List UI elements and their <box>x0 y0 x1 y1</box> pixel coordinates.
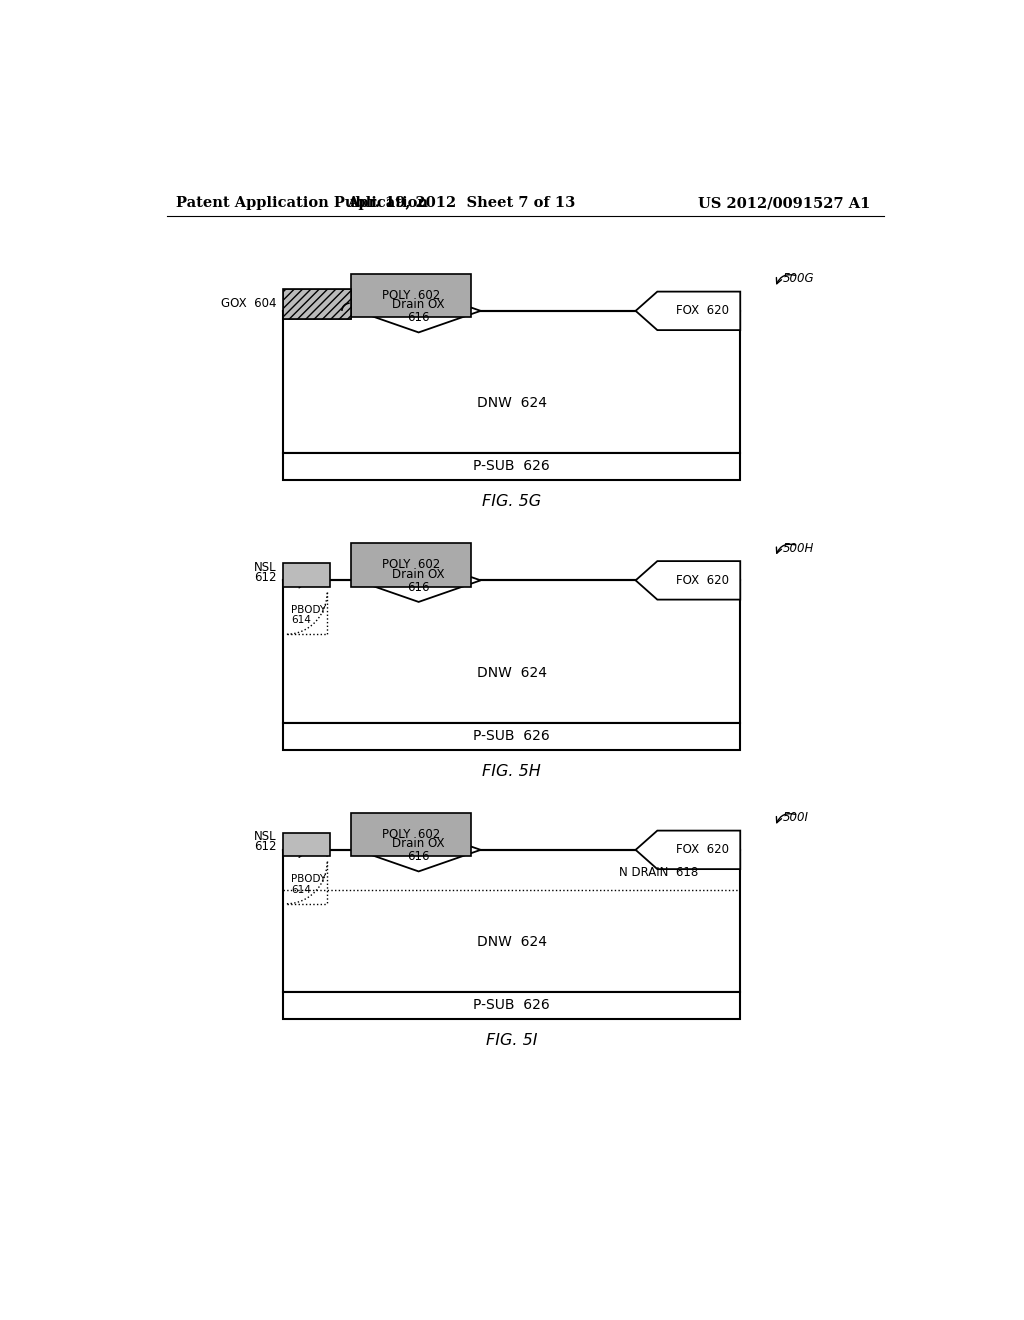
Bar <box>283 289 351 318</box>
Text: 500G: 500G <box>783 272 814 285</box>
Text: NSL: NSL <box>254 561 276 574</box>
Text: Patent Application Publication: Patent Application Publication <box>176 197 428 210</box>
Text: Apr. 19, 2012  Sheet 7 of 13: Apr. 19, 2012 Sheet 7 of 13 <box>347 197 575 210</box>
Text: 614: 614 <box>291 615 310 626</box>
Text: 612: 612 <box>254 570 276 583</box>
Text: Drain OX: Drain OX <box>392 837 444 850</box>
Polygon shape <box>356 558 480 602</box>
Text: Drain OX: Drain OX <box>392 568 444 581</box>
Text: 616: 616 <box>408 312 430 325</box>
Text: US 2012/0091527 A1: US 2012/0091527 A1 <box>698 197 870 210</box>
Text: DNW  624: DNW 624 <box>476 936 547 949</box>
Text: FIG. 5G: FIG. 5G <box>482 494 542 510</box>
Bar <box>283 850 740 993</box>
Text: FOX  620: FOX 620 <box>676 574 729 587</box>
Text: POLY  602: POLY 602 <box>382 828 440 841</box>
Bar <box>351 544 471 586</box>
Text: 614: 614 <box>291 884 310 895</box>
Text: 500I: 500I <box>783 810 809 824</box>
Bar <box>351 275 471 317</box>
Polygon shape <box>636 561 740 599</box>
Text: GOX  604: GOX 604 <box>221 297 276 310</box>
Text: FIG. 5H: FIG. 5H <box>482 764 541 779</box>
Text: 500H: 500H <box>783 541 814 554</box>
Text: FOX  620: FOX 620 <box>676 843 729 857</box>
Text: PBODY: PBODY <box>291 605 326 615</box>
Text: Drain OX: Drain OX <box>392 298 444 312</box>
Bar <box>283 723 740 750</box>
Text: 612: 612 <box>254 841 276 853</box>
Bar <box>283 581 740 723</box>
Text: PBODY: PBODY <box>291 874 326 884</box>
Text: DNW  624: DNW 624 <box>476 665 547 680</box>
Text: N DRAIN  618: N DRAIN 618 <box>620 866 698 879</box>
Text: FOX  620: FOX 620 <box>676 305 729 317</box>
Text: POLY  602: POLY 602 <box>382 558 440 572</box>
Bar <box>283 833 330 857</box>
Bar <box>283 564 330 586</box>
Text: NSL: NSL <box>254 830 276 843</box>
Bar <box>351 813 471 857</box>
Text: DNW  624: DNW 624 <box>476 396 547 411</box>
Text: P-SUB  626: P-SUB 626 <box>473 729 550 743</box>
Text: FIG. 5I: FIG. 5I <box>485 1034 538 1048</box>
Text: POLY  602: POLY 602 <box>382 289 440 302</box>
Text: 616: 616 <box>408 581 430 594</box>
Text: P-SUB  626: P-SUB 626 <box>473 998 550 1012</box>
Text: P-SUB  626: P-SUB 626 <box>473 459 550 474</box>
Bar <box>283 453 740 480</box>
Polygon shape <box>636 830 740 869</box>
Polygon shape <box>636 292 740 330</box>
Bar <box>283 312 740 453</box>
Text: 616: 616 <box>408 850 430 863</box>
Polygon shape <box>356 289 480 333</box>
Bar <box>283 993 740 1019</box>
Polygon shape <box>356 829 480 871</box>
Bar <box>283 289 351 318</box>
